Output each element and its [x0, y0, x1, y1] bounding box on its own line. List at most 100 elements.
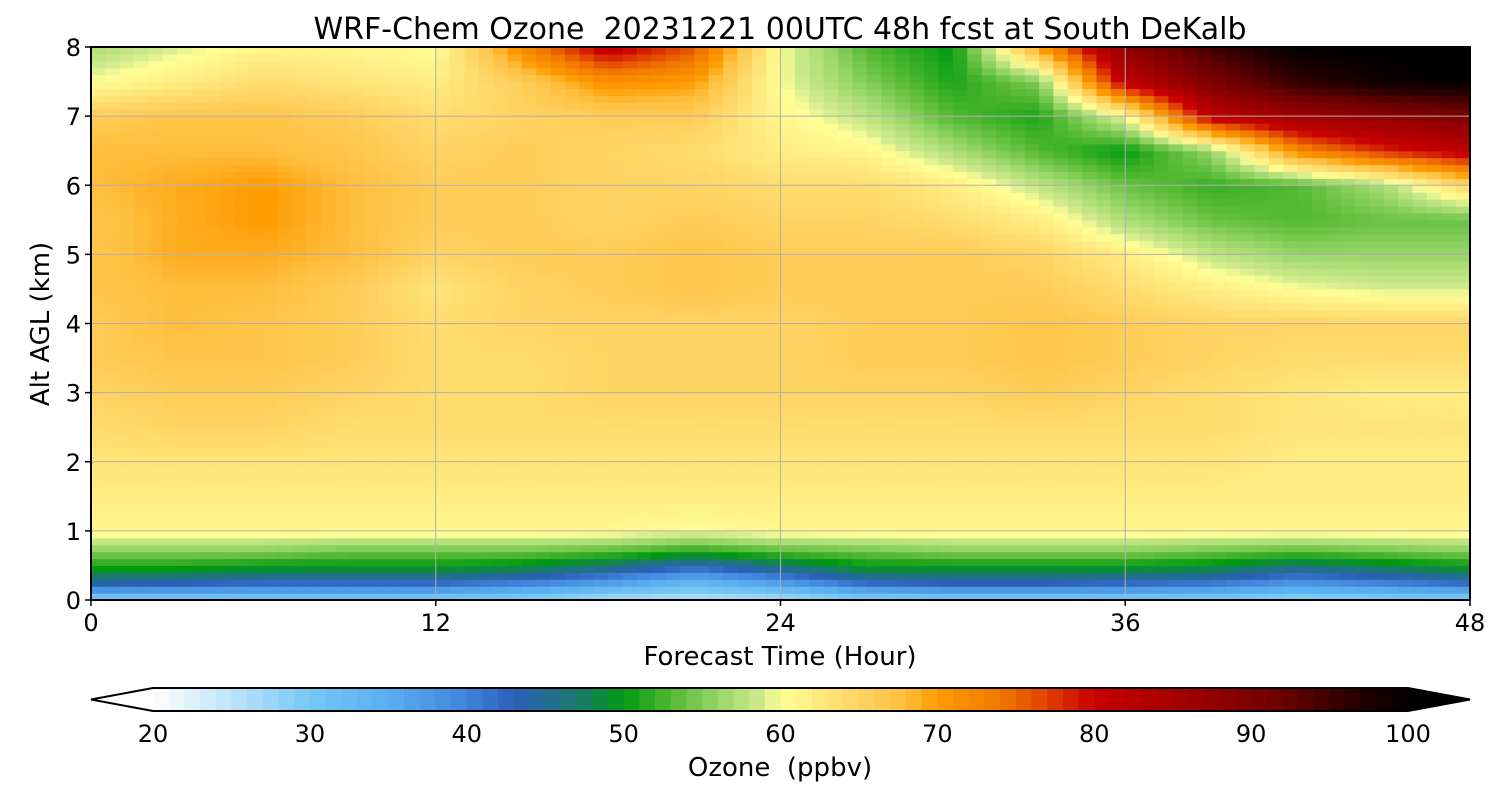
- heatmap-cell: [521, 88, 537, 96]
- heatmap-cell: [205, 441, 221, 449]
- heatmap-cell: [435, 371, 451, 380]
- heatmap-cell: [780, 74, 796, 83]
- heatmap-cell: [651, 136, 667, 145]
- heatmap-cell: [234, 351, 250, 359]
- heatmap-cell: [234, 47, 250, 55]
- heatmap-cell: [780, 523, 796, 532]
- heatmap-cell: [565, 47, 580, 55]
- heatmap-cell: [105, 441, 121, 449]
- heatmap-cell: [421, 351, 437, 359]
- heatmap-cell: [306, 399, 322, 408]
- heatmap-cell: [205, 178, 221, 186]
- heatmap-cell: [938, 392, 954, 401]
- heatmap-cell: [708, 385, 724, 394]
- heatmap-cell: [565, 579, 580, 587]
- heatmap-cell: [191, 385, 207, 394]
- heatmap-cell: [363, 192, 379, 200]
- heatmap-cell: [981, 579, 997, 587]
- heatmap-cell: [636, 579, 652, 587]
- heatmap-cell: [450, 364, 466, 373]
- heatmap-cell: [565, 385, 580, 394]
- heatmap-cell: [751, 579, 767, 587]
- heatmap-cell: [306, 288, 322, 297]
- heatmap-cell: [335, 503, 351, 511]
- heatmap-cell: [751, 164, 767, 173]
- heatmap-cell: [134, 496, 150, 504]
- heatmap-cell: [694, 593, 710, 600]
- heatmap-cell: [823, 295, 839, 304]
- heatmap-cell: [249, 523, 264, 532]
- heatmap-cell: [320, 102, 336, 110]
- heatmap-cell: [521, 461, 537, 470]
- heatmap-cell: [809, 510, 825, 518]
- heatmap-cell: [277, 295, 293, 304]
- heatmap-cell: [622, 212, 638, 221]
- heatmap-cell: [378, 185, 394, 193]
- heatmap-cell: [177, 164, 193, 173]
- heatmap-cell: [665, 282, 681, 290]
- heatmap-cell: [249, 434, 264, 442]
- heatmap-cell: [981, 558, 997, 567]
- heatmap-cell: [292, 74, 308, 83]
- heatmap-cell: [823, 247, 839, 255]
- heatmap-cell: [320, 378, 336, 387]
- heatmap-cell: [234, 330, 250, 338]
- heatmap-cell: [651, 496, 667, 504]
- heatmap-cell: [881, 406, 897, 414]
- heatmap-cell: [450, 586, 466, 594]
- heatmap-cell: [478, 392, 494, 401]
- heatmap-cell: [794, 67, 810, 76]
- heatmap-cell: [493, 523, 509, 532]
- heatmap-cell: [478, 240, 494, 249]
- heatmap-cell: [493, 288, 509, 297]
- heatmap-cell: [751, 364, 767, 373]
- heatmap-cell: [277, 143, 293, 152]
- heatmap-cell: [593, 247, 609, 255]
- heatmap-cell: [636, 537, 652, 546]
- heatmap-cell: [335, 385, 351, 394]
- heatmap-cell: [277, 468, 293, 477]
- heatmap-cell: [493, 586, 509, 594]
- heatmap-cell: [794, 510, 810, 518]
- heatmap-cell: [909, 565, 925, 573]
- heatmap-cell: [766, 136, 782, 145]
- heatmap-cell: [737, 164, 753, 173]
- heatmap-cell: [981, 572, 997, 580]
- heatmap-cell: [464, 551, 480, 560]
- heatmap-cell: [636, 358, 652, 366]
- heatmap-cell: [651, 67, 667, 76]
- heatmap-cell: [837, 351, 853, 359]
- heatmap-cell: [119, 316, 135, 325]
- heatmap-cell: [708, 530, 724, 539]
- heatmap-cell: [234, 123, 250, 131]
- heatmap-cell: [766, 406, 782, 414]
- heatmap-cell: [134, 233, 150, 242]
- heatmap-cell: [191, 565, 207, 573]
- heatmap-cell: [837, 544, 853, 553]
- heatmap-cell: [335, 302, 351, 311]
- heatmap-cell: [636, 475, 652, 484]
- heatmap-cell: [837, 565, 853, 573]
- heatmap-cell: [651, 351, 667, 359]
- heatmap-cell: [794, 74, 810, 83]
- heatmap-cell: [823, 261, 839, 269]
- heatmap-cell: [277, 60, 293, 69]
- heatmap-cell: [952, 565, 968, 573]
- heatmap-cell: [349, 323, 365, 332]
- heatmap-cell: [292, 447, 308, 456]
- heatmap-cell: [363, 47, 379, 55]
- heatmap-cell: [435, 219, 451, 228]
- heatmap-cell: [981, 544, 997, 553]
- heatmap-cell: [119, 344, 135, 352]
- heatmap-cell: [507, 60, 523, 69]
- heatmap-cell: [895, 302, 911, 311]
- heatmap-cell: [550, 47, 566, 55]
- heatmap-cell: [981, 447, 997, 456]
- heatmap-cell: [191, 475, 207, 484]
- heatmap-cell: [234, 316, 250, 325]
- heatmap-cell: [924, 95, 940, 103]
- heatmap-cell: [119, 572, 135, 580]
- heatmap-cell: [421, 461, 437, 470]
- heatmap-cell: [565, 95, 580, 103]
- heatmap-cell: [378, 496, 394, 504]
